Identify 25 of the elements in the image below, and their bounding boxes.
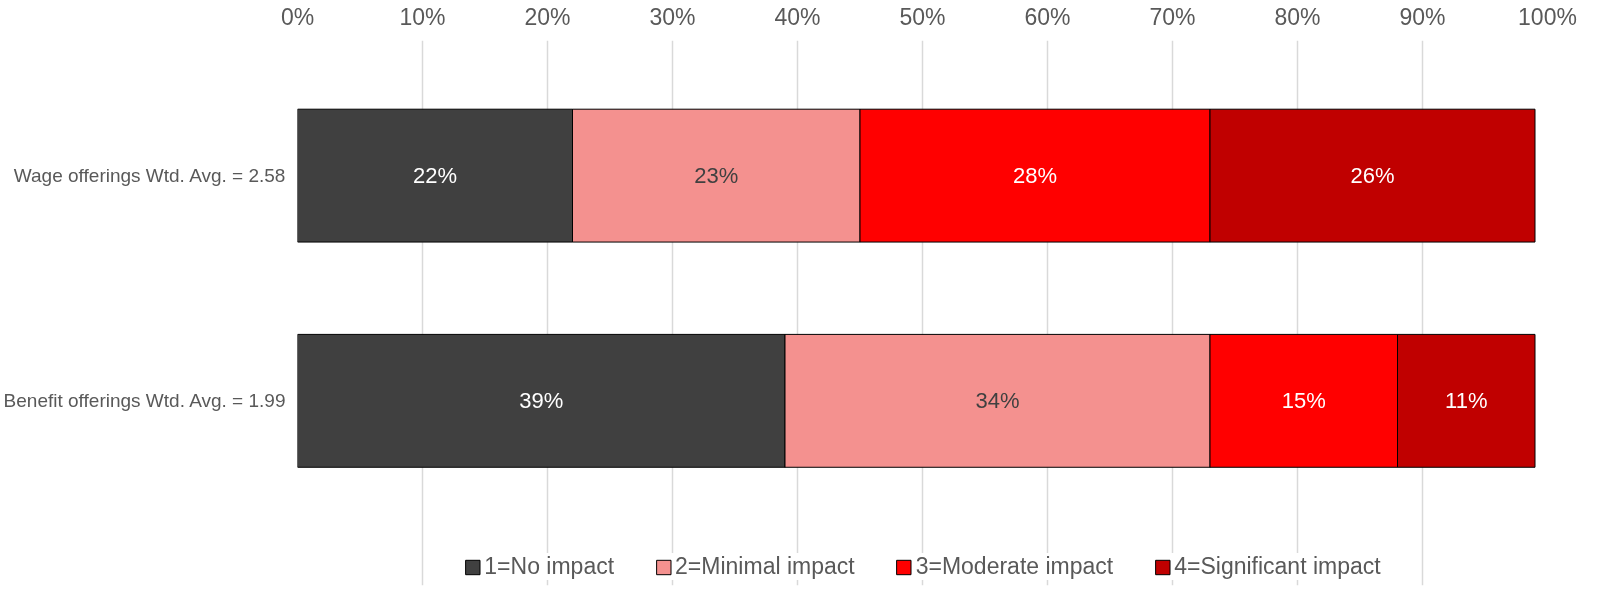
x-tick-label: 30% bbox=[649, 3, 696, 30]
y-tick-label: Wage offerings Wtd. Avg. = 2.58 bbox=[13, 165, 286, 187]
x-tick-label: 100% bbox=[1518, 3, 1577, 30]
legend-label: 3=Moderate impact bbox=[915, 553, 1114, 580]
text: 39% bbox=[519, 388, 564, 414]
x-tick-label: 90% bbox=[1399, 3, 1446, 30]
x-tick-label: 10% bbox=[399, 3, 446, 30]
text: 26% bbox=[1350, 163, 1395, 189]
text: 15% bbox=[1281, 388, 1326, 414]
x-tick-label: 0% bbox=[280, 3, 315, 30]
text: 22% bbox=[412, 163, 458, 189]
x-tick-label: 80% bbox=[1274, 3, 1321, 30]
text: 28% bbox=[1012, 163, 1058, 189]
text: 23% bbox=[694, 163, 739, 189]
x-tick-label: 50% bbox=[899, 3, 946, 30]
x-tick-label: 40% bbox=[774, 3, 821, 30]
legend-label: 1=No impact bbox=[484, 553, 615, 580]
legend-label: 4=Significant impact bbox=[1174, 553, 1381, 580]
x-tick-label: 20% bbox=[524, 3, 571, 30]
legend-label: 2=Minimal impact bbox=[675, 553, 855, 580]
text: 11% bbox=[1445, 388, 1488, 414]
x-tick-label: 70% bbox=[1149, 3, 1196, 30]
y-tick-label: Benefit offerings Wtd. Avg. = 1.99 bbox=[3, 390, 286, 412]
text: 34% bbox=[975, 388, 1020, 414]
x-tick-label: 60% bbox=[1024, 3, 1071, 30]
